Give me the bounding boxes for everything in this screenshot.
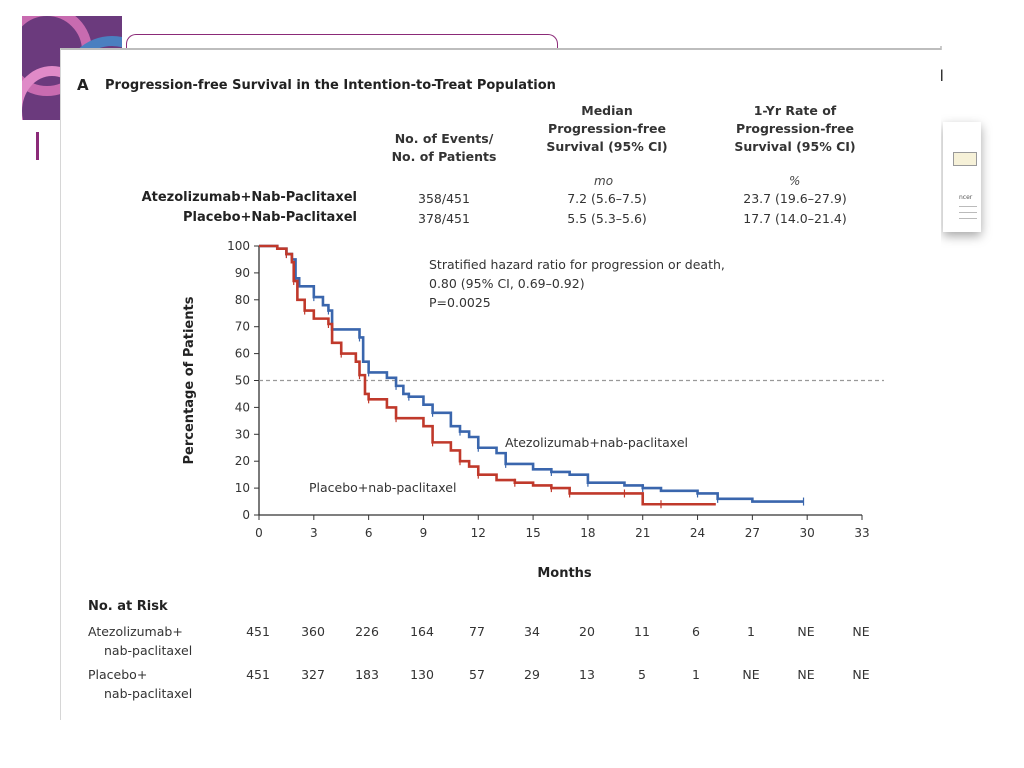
y-tick-label: 10 <box>235 481 250 495</box>
risk-value: 183 <box>355 667 379 682</box>
thumbnail-box <box>953 152 977 166</box>
risk-row-label: nab-paclitaxel <box>104 686 192 701</box>
risk-value: 13 <box>579 667 595 682</box>
y-tick-label: 30 <box>235 427 250 441</box>
x-tick-label: 27 <box>745 526 760 540</box>
header-rate: 1-Yr Rate of Progression-free Survival (… <box>705 102 885 156</box>
cell-rate: 17.7 (14.0–21.4) <box>743 211 847 226</box>
risk-table-title: No. at Risk <box>88 599 168 614</box>
risk-value: NE <box>797 624 814 639</box>
header-line: 1-Yr Rate of <box>753 103 837 118</box>
header-line: Progression-free <box>548 121 666 136</box>
series-label-atezolizumab: Atezolizumab+nab-paclitaxel <box>505 435 688 450</box>
x-tick-label: 18 <box>580 526 595 540</box>
thumbnail-line <box>959 206 977 207</box>
risk-value: 11 <box>634 624 650 639</box>
header-line: No. of Events/ <box>394 131 494 146</box>
header-line: Survival (95% CI) <box>734 139 856 154</box>
risk-value: 1 <box>747 624 755 639</box>
y-tick-label: 80 <box>235 293 250 307</box>
header-median: Median Progression-free Survival (95% CI… <box>523 102 691 156</box>
risk-value: NE <box>742 667 759 682</box>
panel-title: Progression-free Survival in the Intenti… <box>105 78 556 93</box>
divider <box>940 46 942 50</box>
risk-value: 327 <box>301 667 325 682</box>
header-line: Survival (95% CI) <box>546 139 668 154</box>
y-tick-label: 100 <box>227 239 250 253</box>
risk-value: NE <box>852 624 869 639</box>
slide-title-frame <box>126 34 558 61</box>
slide-accent-line <box>36 132 39 160</box>
risk-value: 20 <box>579 624 595 639</box>
thumbnail-line <box>959 218 977 219</box>
cell-rate: 23.7 (19.6–27.9) <box>743 191 847 206</box>
cell-median: 5.5 (5.3–5.6) <box>567 211 647 226</box>
thumbnail-card: ncer <box>943 122 981 232</box>
risk-value: 34 <box>524 624 540 639</box>
x-tick-label: 6 <box>365 526 373 540</box>
header-line: Median <box>581 103 633 118</box>
y-tick-label: 90 <box>235 266 250 280</box>
x-tick-label: 12 <box>471 526 486 540</box>
x-tick-label: 21 <box>635 526 650 540</box>
cell-median: 7.2 (5.6–7.5) <box>567 191 647 206</box>
risk-value: 451 <box>246 624 270 639</box>
annotation-text: 0.80 (95% CI, 0.69–0.92) <box>429 276 585 291</box>
x-tick-label: 24 <box>690 526 705 540</box>
risk-value: 1 <box>692 667 700 682</box>
y-tick-label: 0 <box>242 508 250 522</box>
header-line: Progression-free <box>736 121 854 136</box>
figure-panel: A Progression-free Survival in the Inten… <box>60 48 941 720</box>
unit-rate: % <box>789 174 801 188</box>
risk-value: NE <box>797 667 814 682</box>
series-line-placebo <box>259 244 716 506</box>
x-tick-label: 0 <box>255 526 263 540</box>
panel-letter: A <box>77 76 89 94</box>
risk-row-label: Placebo+ <box>88 667 147 682</box>
x-tick-label: 33 <box>854 526 869 540</box>
risk-row-label: nab-paclitaxel <box>104 643 192 658</box>
risk-value: NE <box>852 667 869 682</box>
x-tick-label: 3 <box>310 526 318 540</box>
series-label-placebo: Placebo+nab-paclitaxel <box>309 480 456 495</box>
x-tick-label: 30 <box>800 526 815 540</box>
risk-value: 5 <box>638 667 646 682</box>
risk-value: 226 <box>355 624 379 639</box>
arm-name-atezo: Atezolizumab+Nab-Paclitaxel <box>141 190 357 205</box>
cell-events: 358/451 <box>418 191 470 206</box>
risk-value: 29 <box>524 667 540 682</box>
risk-value: 77 <box>469 624 485 639</box>
arm-name-placebo: Placebo+Nab-Paclitaxel <box>183 210 357 225</box>
x-axis-label: Months <box>537 566 592 581</box>
thumbnail-text: ncer <box>959 194 973 201</box>
x-tick-label: 9 <box>420 526 428 540</box>
annotation-text: Stratified hazard ratio for progression … <box>429 257 725 272</box>
unit-median: mo <box>594 174 614 188</box>
header-line: No. of Patients <box>391 149 497 164</box>
risk-value: 451 <box>246 667 270 682</box>
cell-events: 378/451 <box>418 211 470 226</box>
y-tick-label: 60 <box>235 347 250 361</box>
y-tick-label: 20 <box>235 454 250 468</box>
y-axis-label: Percentage of Patients <box>182 296 197 464</box>
header-events: No. of Events/ No. of Patients <box>369 130 519 166</box>
risk-value: 164 <box>410 624 434 639</box>
y-tick-label: 50 <box>235 374 250 388</box>
annotation-text: P=0.0025 <box>429 295 491 310</box>
x-tick-label: 15 <box>525 526 540 540</box>
risk-value: 130 <box>410 667 434 682</box>
y-tick-label: 40 <box>235 400 250 414</box>
risk-value: 6 <box>692 624 700 639</box>
risk-value: 57 <box>469 667 485 682</box>
risk-value: 360 <box>301 624 325 639</box>
risk-row-label: Atezolizumab+ <box>88 624 183 639</box>
y-tick-label: 70 <box>235 320 250 334</box>
thumbnail-line <box>959 212 977 213</box>
